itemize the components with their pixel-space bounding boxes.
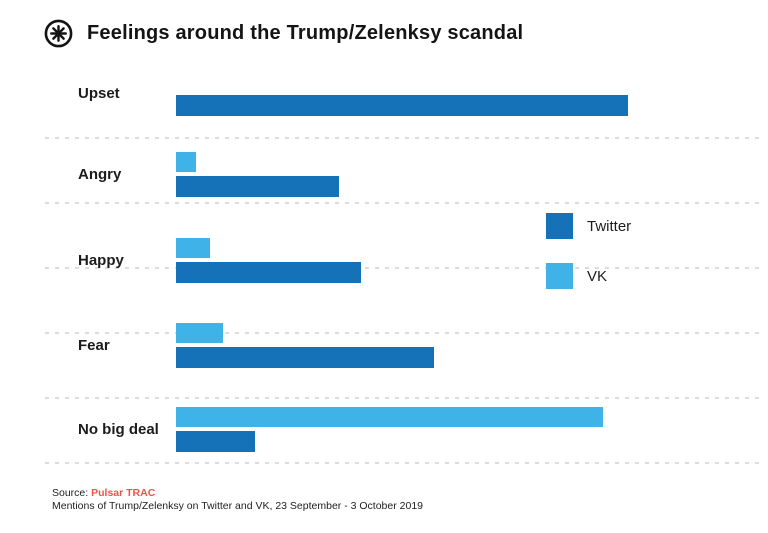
dashed-gridline (45, 397, 762, 399)
vk-bar (176, 407, 604, 427)
header: Feelings around the Trump/Zelenksy scand… (43, 18, 523, 49)
dashed-gridline (45, 202, 762, 204)
page-title: Feelings around the Trump/Zelenksy scand… (87, 22, 524, 44)
bar-row-no-big-deal: No big deal (78, 407, 628, 452)
twitter-bar (176, 176, 339, 197)
vk-color-swatch (546, 263, 573, 289)
twitter-color-swatch (546, 213, 573, 239)
category-label: Upset (78, 85, 120, 102)
twitter-bar (176, 262, 362, 283)
vk-bar (176, 152, 197, 172)
dashed-gridline (45, 137, 762, 139)
category-label: Fear (78, 337, 110, 354)
twitter-bar (176, 347, 434, 368)
source-name: Pulsar TRAC (91, 487, 156, 499)
bar-row-happy: Happy (78, 238, 628, 283)
dashed-gridline (45, 462, 762, 464)
category-label: No big deal (78, 421, 159, 438)
legend: Twitter VK (546, 213, 631, 313)
bar-row-angry: Angry (78, 152, 628, 197)
source-line: Source: Pulsar TRAC (52, 487, 423, 500)
circled-asterisk-logo-icon (44, 19, 73, 48)
twitter-bar (176, 95, 628, 116)
bar-row-upset: Upset (78, 71, 628, 116)
footer-description: Mentions of Trump/Zelenksy on Twitter an… (52, 500, 423, 512)
category-label: Angry (78, 166, 122, 183)
legend-item-twitter: Twitter (546, 213, 631, 239)
bar-row-fear: Fear (78, 323, 628, 368)
dashed-gridline (45, 332, 762, 334)
legend-label: VK (587, 267, 608, 285)
legend-label: Twitter (587, 217, 632, 235)
category-label: Happy (78, 252, 124, 269)
vk-bar (176, 323, 224, 343)
twitter-bar (176, 431, 256, 452)
dashed-gridline (45, 267, 762, 269)
legend-item-vk: VK (546, 263, 631, 289)
vk-bar (176, 238, 210, 258)
source-label: Source: (52, 487, 89, 499)
footer: Source: Pulsar TRAC Mentions of Trump/Ze… (52, 487, 423, 513)
